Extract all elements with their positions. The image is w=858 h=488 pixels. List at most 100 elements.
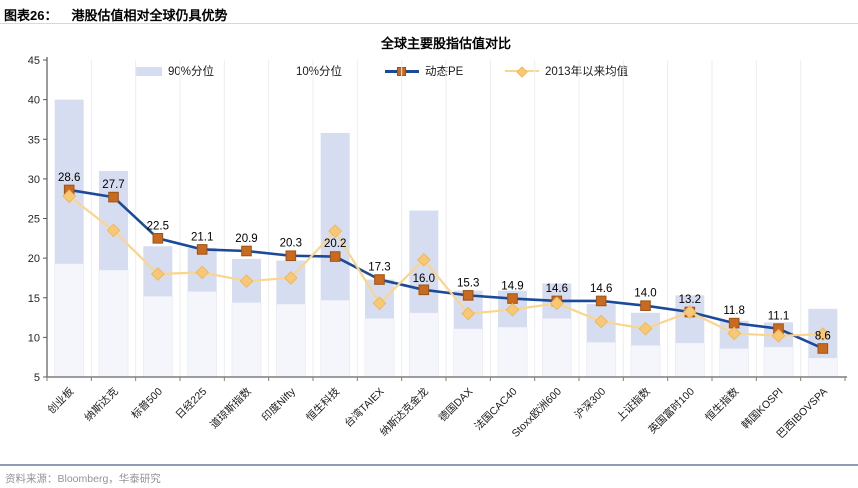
mean-marker — [416, 252, 431, 267]
pe-marker — [595, 295, 607, 307]
pe-data-label: 14.0 — [634, 288, 656, 300]
chart-title: 全球主要股指估值对比 — [380, 36, 511, 51]
y-tick-label: 40 — [28, 95, 40, 107]
mean-marker — [682, 305, 697, 319]
y-tick-label: 25 — [28, 214, 40, 226]
range-bar — [320, 132, 350, 301]
figure-title: 港股估值相对全球仍具优势 — [71, 8, 228, 23]
mean-marker — [150, 267, 165, 281]
pe-data-label: 11.1 — [768, 311, 790, 323]
figure-header: 图表26： 港股估值相对全球仍具优势 — [4, 5, 227, 24]
range-bar — [54, 99, 84, 264]
pe-data-label: 8.6 — [815, 330, 831, 342]
y-tick-label: 30 — [28, 174, 40, 186]
pe-data-label: 13.2 — [679, 294, 701, 306]
pe-data-label: 15.3 — [457, 277, 479, 289]
category-label: 纳斯达克金龙 — [377, 385, 431, 439]
lower-faint-bar — [364, 317, 395, 378]
legend-item-mean: 2013年以来均值 — [505, 64, 628, 78]
category-label: 台湾TAIEX — [342, 385, 387, 430]
lower-faint-bars — [54, 263, 838, 378]
source-note: 资料来源：Bloomberg，华泰研究 — [5, 473, 161, 485]
category-label: 英国富时100 — [646, 385, 697, 436]
gridlines — [90, 60, 802, 377]
pe-line-series — [63, 184, 829, 354]
footer-divider — [0, 464, 858, 466]
pe-marker — [374, 274, 385, 285]
lower-faint-bar — [275, 303, 306, 378]
pe-marker — [640, 300, 651, 311]
pe-marker — [817, 343, 829, 354]
category-label: 韩国KOSPI — [739, 385, 786, 432]
mean-marker — [62, 189, 77, 204]
mean-marker — [283, 271, 298, 285]
category-label: 法国CAC40 — [472, 385, 520, 433]
legend-label-mean: 2013年以来均值 — [545, 66, 629, 78]
pe-marker — [418, 284, 430, 296]
pe-data-label: 20.9 — [235, 233, 257, 245]
pe-marker — [196, 244, 208, 255]
pe-marker — [108, 191, 119, 203]
pe-marker — [728, 317, 740, 329]
pe-data-label: 27.7 — [102, 179, 124, 191]
lower-faint-bar — [54, 263, 85, 378]
lower-faint-bar — [142, 295, 173, 378]
axes: 5 10 15 20 25 30 35 40 45 — [28, 55, 847, 384]
lower-faint-bar — [231, 302, 262, 378]
legend-label-pe: 动态PE — [425, 66, 464, 78]
pe-data-label: 20.2 — [324, 238, 346, 250]
lower-faint-bar — [98, 269, 129, 378]
pe-data-label: 14.6 — [546, 283, 568, 295]
lower-faint-bar — [674, 342, 705, 378]
pe-data-label: 22.5 — [147, 220, 169, 232]
legend-swatch-mean-line-diamond — [505, 65, 539, 78]
y-tick-label: 15 — [28, 293, 40, 305]
pe-data-label: 14.9 — [501, 281, 523, 293]
legend-item-10pct: 10%分位 — [263, 64, 342, 78]
y-tick-label: 45 — [28, 55, 40, 67]
y-tick-label: 20 — [28, 253, 40, 265]
category-label: 印度Nifty — [259, 384, 298, 423]
pe-marker — [152, 233, 164, 244]
mean-marker — [638, 321, 653, 336]
pe-data-label: 11.8 — [723, 305, 745, 317]
pe-data-labels: 28.6 27.7 22.5 21.1 20.9 20.3 20.2 17.3 16.0 15.3… — [58, 172, 831, 343]
pe-data-label: 21.1 — [191, 231, 213, 243]
y-tick-label: 10 — [28, 332, 40, 344]
category-label: 上证指数 — [614, 385, 653, 424]
pe-data-label: 20.3 — [280, 238, 302, 250]
pe-marker — [507, 293, 518, 304]
pe-data-label: 14.6 — [590, 283, 612, 295]
pe-marker — [329, 251, 341, 262]
mean-marker — [106, 223, 121, 238]
valuation-comparison-chart: 5 10 15 20 25 30 35 40 45 28.6 27.7 22.5 21.1 20.9 20.… — [28, 55, 847, 441]
mean-line-series — [62, 189, 830, 343]
range-bar — [99, 170, 128, 271]
category-label: 创业板 — [45, 385, 77, 417]
category-label: 沪深300 — [572, 385, 609, 422]
legend-label-10pct: 10%分位 — [296, 66, 343, 78]
mean-marker — [372, 296, 387, 311]
pe-marker — [285, 250, 297, 262]
lower-faint-bar — [497, 326, 528, 378]
category-label: 德国DAX — [436, 385, 475, 424]
mean-marker — [239, 274, 254, 289]
lower-faint-bar — [320, 299, 351, 378]
mean-marker — [771, 328, 786, 343]
range-bar — [675, 295, 705, 343]
mean-marker — [594, 314, 609, 329]
lower-faint-bar — [586, 341, 617, 378]
lower-faint-bar — [763, 346, 794, 378]
mean-marker — [505, 302, 520, 317]
mean-marker — [815, 327, 830, 342]
header-divider — [0, 23, 858, 24]
legend-swatch-90pct-bar — [135, 66, 162, 76]
category-label: 恒生科技 — [303, 385, 342, 424]
y-tick-label: 5 — [34, 372, 40, 384]
pe-marker — [241, 245, 252, 257]
mean-marker — [195, 265, 210, 280]
lower-faint-bar — [187, 291, 218, 378]
mean-marker — [549, 296, 564, 311]
lower-faint-bar — [719, 348, 750, 378]
